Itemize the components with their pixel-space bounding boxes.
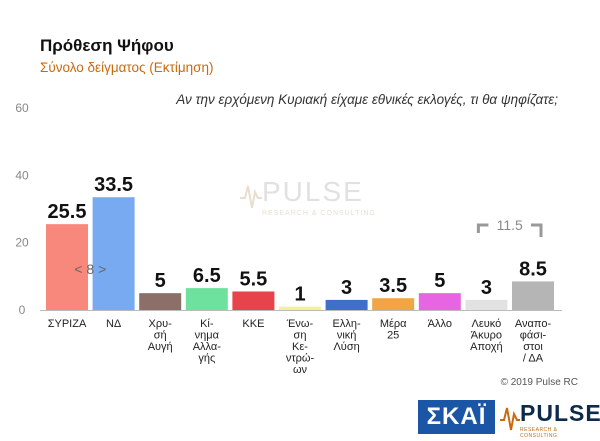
watermark-tagline: RESEARCH & CONSULTING <box>262 210 376 217</box>
x-tick-label: Μέρα 25 <box>380 318 407 342</box>
x-tick-label: ΝΔ <box>106 318 122 330</box>
x-tick-label: Λευκό Άκυρο Αποχή <box>470 318 502 353</box>
x-tick-label: Αναπο-φάσι-στοι / ΔΑ <box>515 318 552 365</box>
survey-question: Αν την ερχόμενη Κυριακή είχαμε εθνικές ε… <box>176 92 558 107</box>
bracket-left <box>476 223 489 233</box>
y-tick-label: 60 <box>15 101 29 115</box>
bar-value-label: 25.5 <box>48 201 87 223</box>
bar-value-label: 33.5 <box>94 174 133 196</box>
bar-value-label: 5 <box>434 270 445 292</box>
bar-value-label: 5.5 <box>239 268 267 290</box>
bar <box>325 299 368 310</box>
bar <box>512 281 554 310</box>
bar-value-label: 3 <box>481 277 492 299</box>
bar <box>46 224 88 310</box>
y-tick-label: 40 <box>15 168 29 182</box>
x-tick-label: ΚΚΕ <box>242 318 264 330</box>
bar <box>279 306 321 310</box>
copyright-text: © 2019 Pulse RC <box>500 377 578 388</box>
pulse-logo-tagline: RESEARCH & CONSULTING <box>520 427 558 439</box>
pulse-logo: PULSE RESEARCH & CONSULTING <box>500 400 600 439</box>
x-tick-label: Άλλο <box>428 318 452 330</box>
y-tick-label: 0 <box>19 303 26 317</box>
chart-subtitle: Σύνολο δείγματος (Εκτίμηση) <box>40 60 214 75</box>
bracket-annotation: 11.5 <box>497 217 523 233</box>
bar <box>92 197 135 310</box>
pulse-watermark: PULSE RESEARCH & CONSULTING <box>240 176 380 224</box>
bar-value-label: 6.5 <box>193 265 221 287</box>
bar-value-label: 3.5 <box>379 275 407 297</box>
bar-value-label: 3 <box>341 277 352 299</box>
bar <box>232 291 275 310</box>
bar <box>465 299 508 310</box>
x-tick-label: ΣΥΡΙΖΑ <box>48 318 87 330</box>
bar <box>185 288 228 310</box>
y-tick-label: 20 <box>15 236 29 250</box>
chart-title: Πρόθεση Ψήφου <box>40 36 174 55</box>
watermark-word: PULSE <box>262 176 364 207</box>
bar-value-label: 5 <box>155 270 166 292</box>
bar <box>372 298 415 310</box>
bar <box>139 293 182 310</box>
x-tick-label: Χρυ-σή Αυγή <box>148 318 173 353</box>
skai-logo: ΣΚΑΪ <box>418 400 495 434</box>
x-tick-label: Ένω-ση Κε-ντρώ-ων <box>286 318 315 376</box>
bracket-right <box>531 223 543 237</box>
bar <box>418 293 461 310</box>
pulse-logo-word: PULSE <box>520 400 600 426</box>
bar-value-label: 1 <box>294 284 305 306</box>
x-tick-label: Κί-νημα Αλλα-γής <box>193 318 222 365</box>
gap-annotation: < 8 > <box>74 261 106 277</box>
x-tick-label: Ελλη-νική Λύση <box>333 318 361 353</box>
bar-value-label: 8.5 <box>519 258 547 280</box>
